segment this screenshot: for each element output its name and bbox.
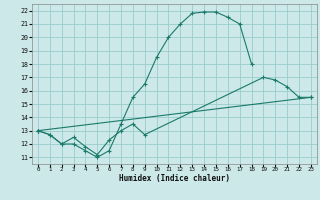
X-axis label: Humidex (Indice chaleur): Humidex (Indice chaleur) bbox=[119, 174, 230, 183]
